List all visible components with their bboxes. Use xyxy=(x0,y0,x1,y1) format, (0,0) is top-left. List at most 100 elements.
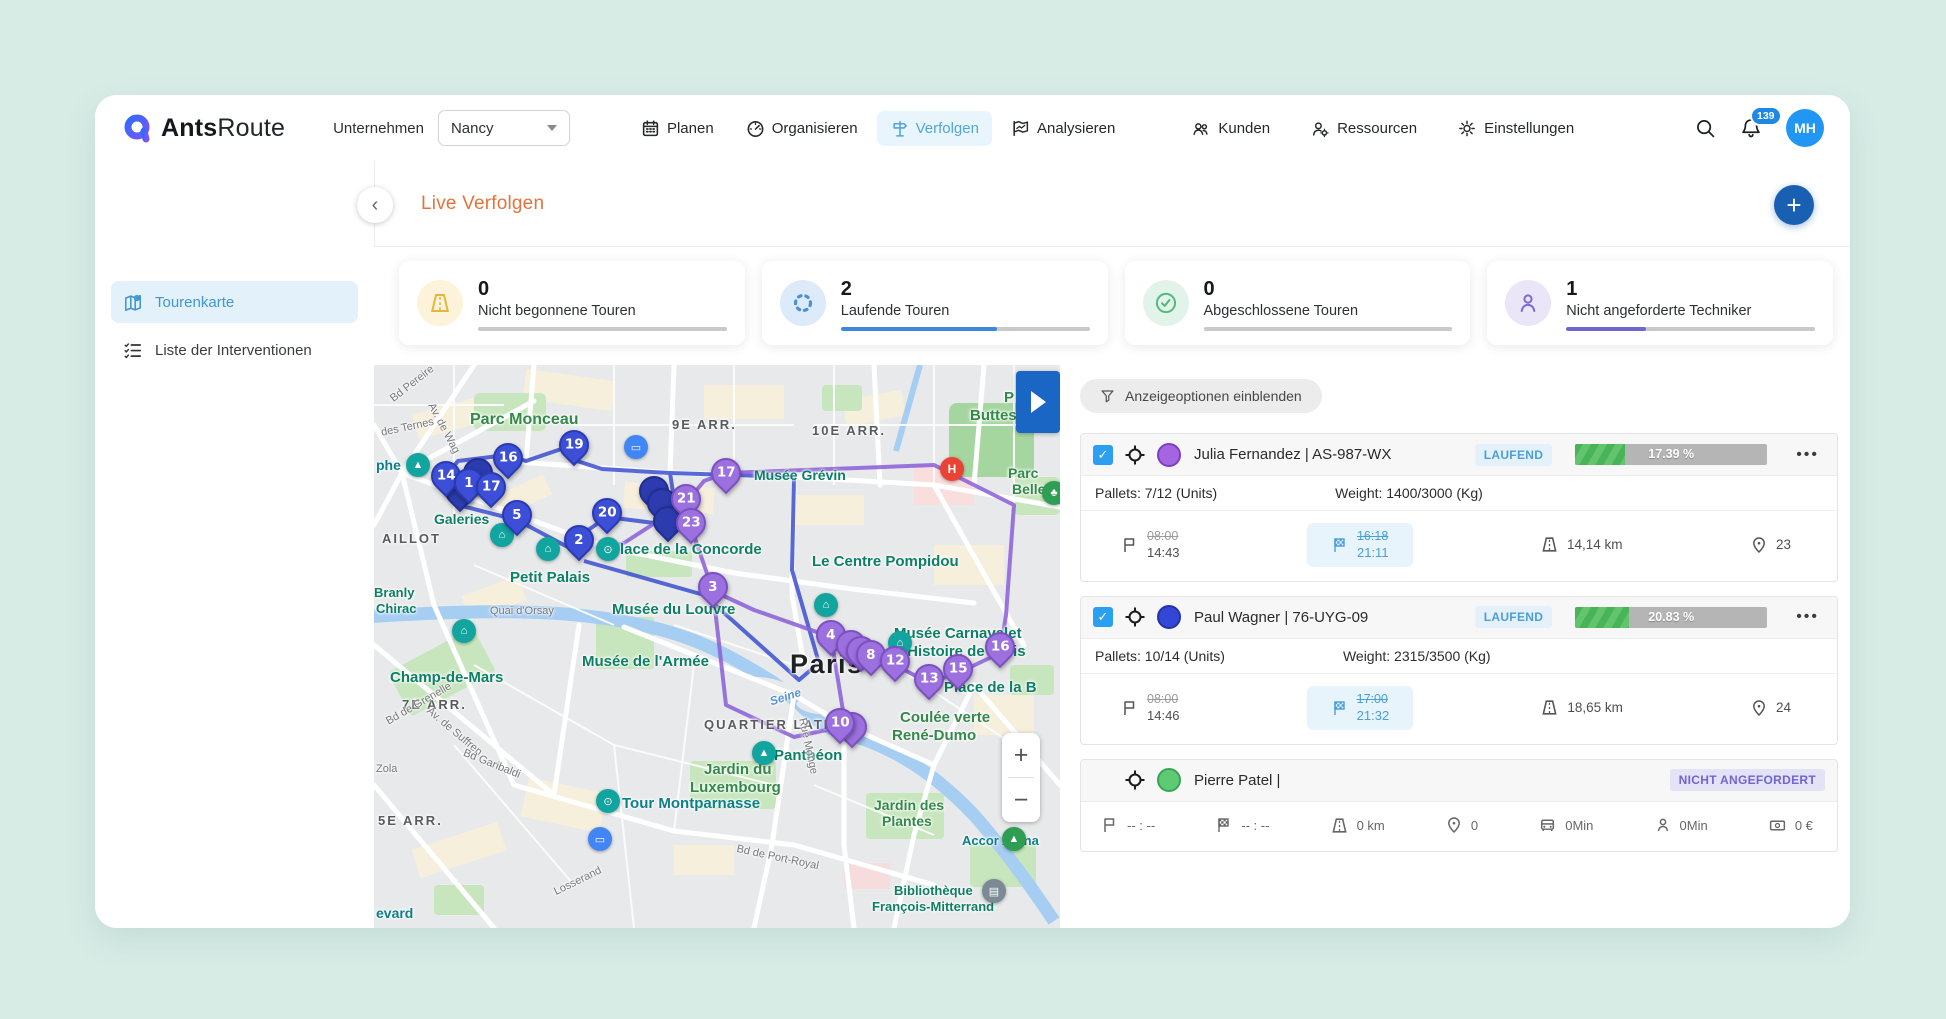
brand-logo[interactable]: AntsRoute xyxy=(121,112,285,144)
end-time: 17:0021:32 xyxy=(1307,686,1414,730)
check-circle-icon xyxy=(1143,280,1189,326)
map-label: Bibliothèque xyxy=(894,883,973,898)
distance: 18,65 km xyxy=(1540,698,1623,717)
map-label: Le Centre Pompidou xyxy=(812,553,959,570)
company-select[interactable]: Nancy xyxy=(438,110,570,146)
map-label: Musée de l'Armée xyxy=(582,653,709,670)
cost: 0 € xyxy=(1768,816,1813,835)
search-button[interactable] xyxy=(1695,118,1716,139)
map-label: Parc xyxy=(1008,465,1038,481)
locate-icon[interactable] xyxy=(1124,606,1146,628)
map-marker[interactable]: 19 xyxy=(553,424,595,466)
map-label: Tour Montparnasse xyxy=(622,795,760,812)
driver-checkbox[interactable]: ✓ xyxy=(1093,445,1113,465)
locate-icon[interactable] xyxy=(1124,769,1146,791)
sidebar-item-tourenkarte[interactable]: Tourenkarte xyxy=(111,281,358,323)
brand-name: AntsRoute xyxy=(161,114,285,143)
collapse-sidebar-button[interactable]: ‹ xyxy=(357,187,393,223)
notifications-button[interactable]: 139 xyxy=(1740,117,1762,139)
weight-value: Weight: 2315/3500 (Kg) xyxy=(1343,648,1491,664)
flag-icon xyxy=(1101,816,1119,834)
top-navbar: AntsRoute Unternehmen Nancy Planen xyxy=(95,95,1850,161)
sidebar-item-interventionen[interactable]: Liste der Interventionen xyxy=(111,329,358,371)
nav-einstellungen[interactable]: Einstellungen xyxy=(1444,111,1587,146)
flag-icon xyxy=(1121,699,1139,717)
map-poi-icon[interactable]: ⌂ xyxy=(536,537,560,561)
map[interactable]: Bd Pereiredes TernesAv. de WagParc Monce… xyxy=(374,365,1060,928)
display-options-button[interactable]: Anzeigeoptionen einblenden xyxy=(1080,379,1322,413)
map-marker[interactable]: 17 xyxy=(705,452,747,494)
tab-analysieren[interactable]: Analysieren xyxy=(998,111,1128,146)
map-marker[interactable]: 2 xyxy=(558,519,600,561)
nav-kunden[interactable]: Kunden xyxy=(1178,111,1283,146)
calendar-icon xyxy=(641,119,660,138)
map-label: Galeries xyxy=(434,511,489,527)
map-poi-icon[interactable]: ▤ xyxy=(982,879,1006,903)
locate-icon[interactable] xyxy=(1124,444,1146,466)
map-label: phe xyxy=(376,457,401,473)
driver-card-pierre: ✓ Pierre Patel | NICHT ANGEFORDERT -- : … xyxy=(1080,759,1838,852)
map-canvas: Bd Pereiredes TernesAv. de WagParc Monce… xyxy=(374,365,1060,928)
map-label: Parc Monceau xyxy=(470,411,578,429)
driver-checkbox[interactable]: ✓ xyxy=(1093,607,1113,627)
start-time: -- : -- xyxy=(1101,816,1155,834)
stat-card-running: 2 Laufende Touren xyxy=(762,261,1108,345)
finish-flag-icon xyxy=(1331,536,1349,554)
signpost-icon xyxy=(890,119,909,138)
map-poi-icon[interactable]: H xyxy=(940,457,964,481)
stat-card-unrequested: 1 Nicht angeforderte Techniker xyxy=(1487,261,1833,345)
expand-panel-button[interactable] xyxy=(1016,371,1060,433)
brand-logo-icon xyxy=(121,112,153,144)
pin-icon xyxy=(1750,699,1768,717)
company-label: Unternehmen xyxy=(333,120,424,137)
user-avatar[interactable]: MH xyxy=(1786,109,1824,147)
flag-icon xyxy=(1121,536,1139,554)
person-icon xyxy=(1654,816,1672,834)
map-label: Buttes xyxy=(970,407,1017,424)
map-poi-icon[interactable]: ▭ xyxy=(624,435,648,459)
tab-verfolgen[interactable]: Verfolgen xyxy=(877,111,992,146)
chevron-down-icon xyxy=(547,125,557,131)
map-label: Bd de Port-Royal xyxy=(736,843,820,872)
map-label: Plantes xyxy=(882,813,932,829)
map-poi-icon[interactable]: ♣ xyxy=(1042,481,1060,505)
banknote-icon xyxy=(1768,816,1787,835)
more-menu-button[interactable]: ••• xyxy=(1796,608,1819,626)
distance: 14,14 km xyxy=(1540,535,1623,554)
start-time: 08:0014:46 xyxy=(1121,692,1180,724)
map-poi-icon[interactable]: ▭ xyxy=(588,827,612,851)
zoom-out-button[interactable]: − xyxy=(1002,778,1040,822)
map-poi-icon[interactable]: ▲ xyxy=(752,741,776,765)
map-label: 9E ARR. xyxy=(672,417,737,432)
tab-planen[interactable]: Planen xyxy=(628,111,727,146)
map-poi-icon[interactable]: ⊙ xyxy=(596,537,620,561)
map-poi-icon[interactable]: ⊙ xyxy=(596,789,620,813)
map-marker[interactable]: 20 xyxy=(586,492,628,534)
map-label: Jardin des xyxy=(874,797,944,813)
map-label: Coulée verte xyxy=(900,709,990,726)
map-label: QUARTIER LATIN xyxy=(704,717,841,732)
zoom-in-button[interactable]: + xyxy=(1002,733,1040,777)
drive-time: 0Min xyxy=(1538,816,1593,835)
map-poi-icon[interactable]: ⌂ xyxy=(452,619,476,643)
stops-count: 23 xyxy=(1750,536,1791,554)
map-poi-icon[interactable]: ▲ xyxy=(1002,827,1026,851)
add-button[interactable]: + xyxy=(1774,185,1814,225)
notification-badge: 139 xyxy=(1750,106,1782,126)
status-badge: NICHT ANGEFORDERT xyxy=(1670,769,1825,791)
map-poi-icon[interactable]: ⌂ xyxy=(814,593,838,617)
map-label: Branly xyxy=(374,585,414,600)
map-label: Belle xyxy=(1012,481,1045,497)
more-menu-button[interactable]: ••• xyxy=(1796,446,1819,464)
road-icon xyxy=(1540,698,1559,717)
driver-avatar xyxy=(1157,443,1181,467)
page-header: ‹ Live Verfolgen + xyxy=(374,161,1850,247)
map-label: Zola xyxy=(376,763,397,775)
tab-organisieren[interactable]: Organisieren xyxy=(733,111,871,146)
map-poi-icon[interactable]: ▲ xyxy=(406,453,430,477)
map-label: Bd Pereire xyxy=(388,365,436,404)
nav-ressourcen[interactable]: Ressourcen xyxy=(1297,111,1430,146)
finish-flag-icon xyxy=(1215,816,1233,834)
weight-value: Weight: 1400/3000 (Kg) xyxy=(1335,485,1483,501)
status-badge: LAUFEND xyxy=(1475,606,1552,628)
